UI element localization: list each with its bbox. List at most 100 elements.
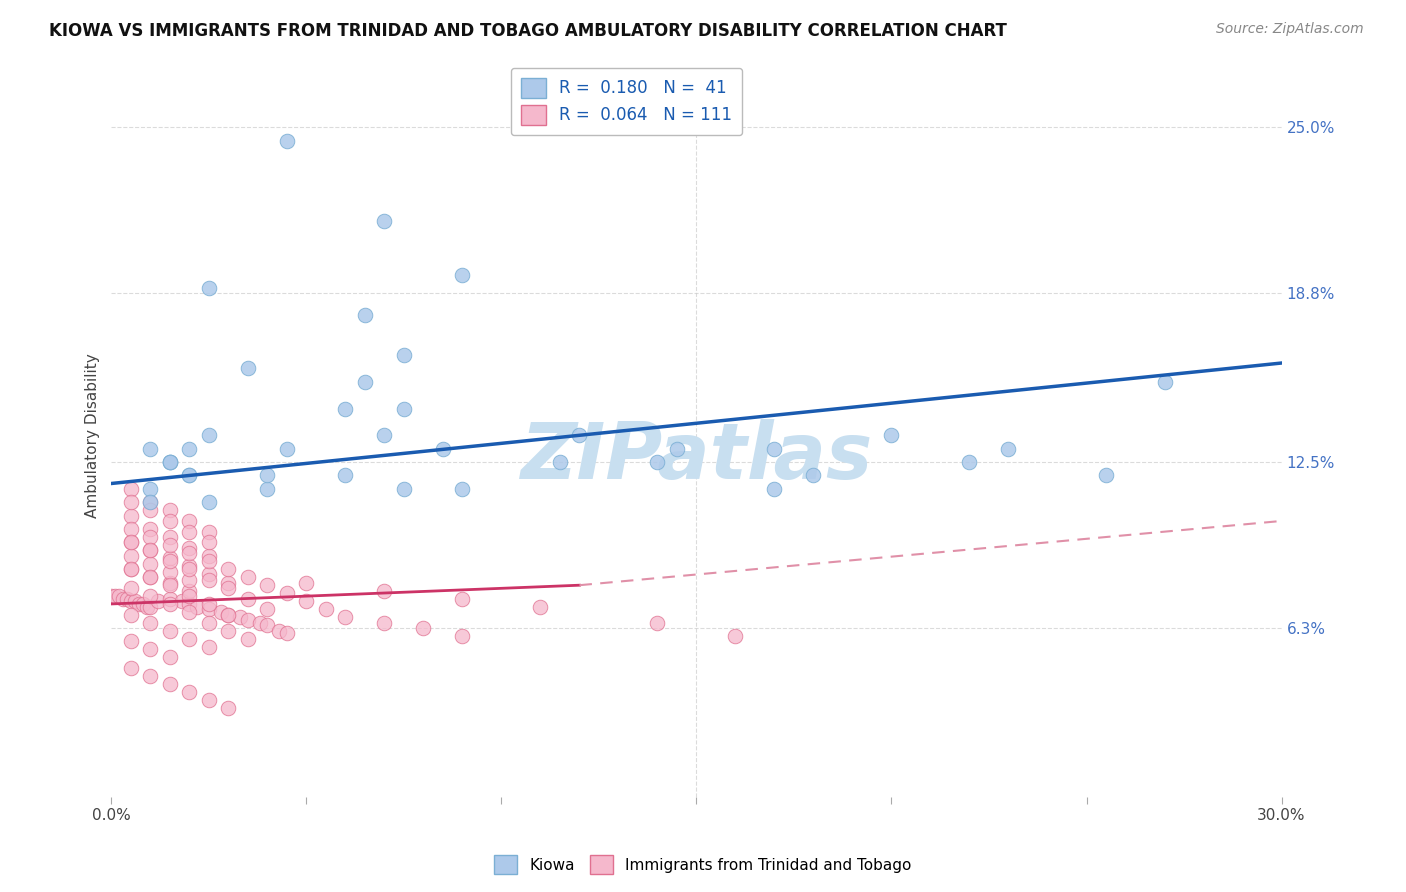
Point [148,594,170,608]
Point [159,455,181,469]
Point [335,610,357,624]
Point [128,597,150,611]
Point [159,530,181,544]
Point [335,401,357,416]
Point [159,575,181,590]
Point [159,624,181,638]
Point [249,615,271,630]
Point [229,610,252,624]
Point [217,562,239,576]
Point [179,468,201,483]
Point [198,281,221,295]
Point [120,522,142,536]
Point [198,693,221,707]
Point [236,361,259,376]
Point [276,626,298,640]
Point [1153,375,1175,389]
Point [120,581,142,595]
Point [179,559,201,574]
Point [373,214,395,228]
Point [373,615,395,630]
Point [276,134,298,148]
Point [139,570,162,584]
Point [1095,468,1118,483]
Point [139,543,162,558]
Point [139,482,162,496]
Point [568,428,591,442]
Text: KIOWA VS IMMIGRANTS FROM TRINIDAD AND TOBAGO AMBULATORY DISABILITY CORRELATION C: KIOWA VS IMMIGRANTS FROM TRINIDAD AND TO… [49,22,1007,40]
Point [198,428,221,442]
Point [256,618,278,632]
Point [179,524,201,539]
Point [217,575,239,590]
Legend: Kiowa, Immigrants from Trinidad and Tobago: Kiowa, Immigrants from Trinidad and Toba… [488,849,918,880]
Point [179,468,201,483]
Point [217,607,239,622]
Point [159,565,181,579]
Point [139,495,162,509]
Point [120,535,142,549]
Point [159,650,181,665]
Point [104,589,127,603]
Point [724,629,747,643]
Point [209,605,232,619]
Point [139,642,162,657]
Point [997,442,1019,456]
Point [276,586,298,600]
Point [647,615,669,630]
Point [139,495,162,509]
Point [451,629,474,643]
Point [354,375,377,389]
Point [198,535,221,549]
Point [179,589,201,603]
Point [120,495,142,509]
Point [198,573,221,587]
Point [198,549,221,563]
Point [392,482,415,496]
Point [139,615,162,630]
Point [120,634,142,648]
Point [120,594,142,608]
Point [186,599,208,614]
Point [373,583,395,598]
Point [217,624,239,638]
Point [276,442,298,456]
Point [139,530,162,544]
Point [217,607,239,622]
Point [803,468,825,483]
Point [269,624,291,638]
Point [139,570,162,584]
Point [139,522,162,536]
Point [159,578,181,592]
Point [159,455,181,469]
Point [159,597,181,611]
Point [256,578,278,592]
Point [120,661,142,675]
Point [120,482,142,496]
Point [139,669,162,683]
Point [179,546,201,560]
Point [763,482,786,496]
Point [120,562,142,576]
Point [159,591,181,606]
Point [124,594,146,608]
Point [198,495,221,509]
Point [120,535,142,549]
Point [373,428,395,442]
Point [179,597,201,611]
Point [198,524,221,539]
Point [139,589,162,603]
Point [236,570,259,584]
Point [159,554,181,568]
Point [412,621,434,635]
Point [170,594,193,608]
Point [392,401,415,416]
Point [354,308,377,322]
Point [139,543,162,558]
Point [179,685,201,699]
Point [198,602,221,616]
Point [217,701,239,715]
Point [179,514,201,528]
Point [120,562,142,576]
Point [108,589,131,603]
